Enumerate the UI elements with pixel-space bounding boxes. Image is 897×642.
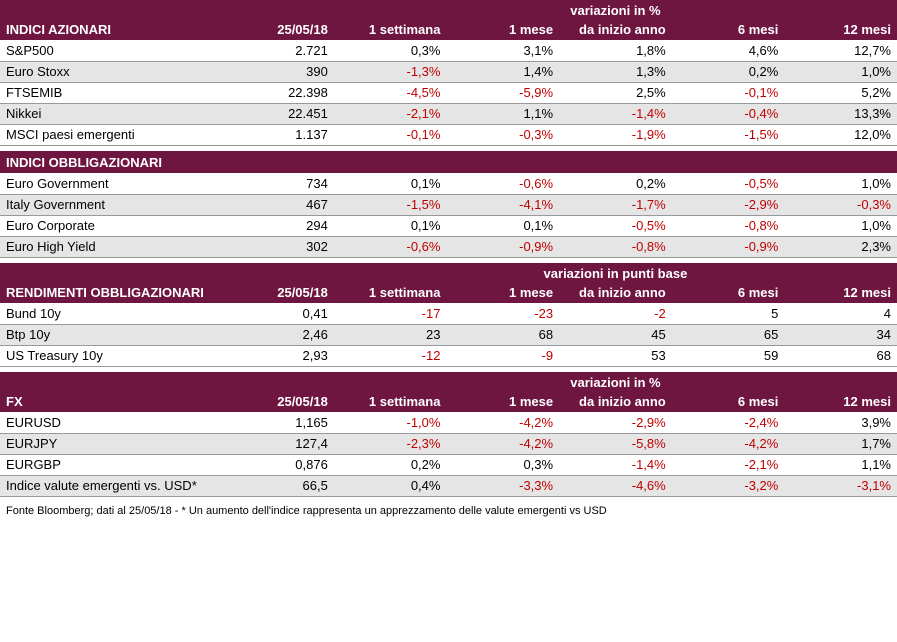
column-header: 1 settimana: [334, 18, 447, 40]
column-header: da inizio anno: [559, 390, 672, 412]
column-header: 1 settimana: [334, 390, 447, 412]
table-row: EURUSD1,165-1,0%-4,2%-2,9%-2,4%3,9%: [0, 412, 897, 433]
table-row: Euro Corporate2940,1%0,1%-0,5%-0,8%1,0%: [0, 215, 897, 236]
table-row: Euro Stoxx390-1,3%1,4%1,3%0,2%1,0%: [0, 61, 897, 82]
column-header: 25/05/18: [221, 18, 334, 40]
row-name: FTSEMIB: [0, 82, 221, 103]
row-name: Bund 10y: [0, 303, 221, 324]
row-name: MSCI paesi emergenti: [0, 124, 221, 145]
table-row: EURGBP0,8760,2%0,3%-1,4%-2,1%1,1%: [0, 454, 897, 475]
row-name: S&P500: [0, 40, 221, 61]
table-row: Euro High Yield302-0,6%-0,9%-0,8%-0,9%2,…: [0, 236, 897, 257]
row-name: Euro Stoxx: [0, 61, 221, 82]
row-name: EURGBP: [0, 454, 221, 475]
section-title: RENDIMENTI OBBLIGAZIONARI: [0, 281, 221, 303]
column-header: 1 settimana: [334, 281, 447, 303]
table-row: MSCI paesi emergenti1.137-0,1%-0,3%-1,9%…: [0, 124, 897, 145]
table-row: Italy Government467-1,5%-4,1%-1,7%-2,9%-…: [0, 194, 897, 215]
section-header: INDICI AZIONARI25/05/181 settimana1 mese…: [0, 18, 897, 40]
variation-label: variazioni in %: [334, 0, 897, 18]
row-name: Euro Corporate: [0, 215, 221, 236]
row-name: EURUSD: [0, 412, 221, 433]
row-name: Italy Government: [0, 194, 221, 215]
column-header: 12 mesi: [784, 390, 897, 412]
column-header: 25/05/18: [221, 390, 334, 412]
section-header-top: variazioni in punti base: [0, 263, 897, 281]
column-header: 1 mese: [446, 18, 559, 40]
column-header: 25/05/18: [221, 281, 334, 303]
table-row: FTSEMIB22.398-4,5%-5,9%2,5%-0,1%5,2%: [0, 82, 897, 103]
table-row: EURJPY127,4-2,3%-4,2%-5,8%-4,2%1,7%: [0, 433, 897, 454]
footnote: Fonte Bloomberg; dati al 25/05/18 - * Un…: [0, 497, 897, 521]
row-name: Indice valute emergenti vs. USD*: [0, 475, 221, 496]
row-name: EURJPY: [0, 433, 221, 454]
column-header: 6 mesi: [672, 18, 785, 40]
section-header: FX25/05/181 settimana1 meseda inizio ann…: [0, 390, 897, 412]
table-row: Indice valute emergenti vs. USD*66,50,4%…: [0, 475, 897, 496]
row-name: Btp 10y: [0, 324, 221, 345]
section-header-top: variazioni in %: [0, 0, 897, 18]
column-header: 1 mese: [446, 281, 559, 303]
column-header: 12 mesi: [784, 18, 897, 40]
table-row: Bund 10y0,41-17-23-254: [0, 303, 897, 324]
column-header: da inizio anno: [559, 18, 672, 40]
section-title: INDICI AZIONARI: [0, 18, 221, 40]
table-row: S&P5002.7210,3%3,1%1,8%4,6%12,7%: [0, 40, 897, 61]
row-name: Euro Government: [0, 173, 221, 194]
column-header: 6 mesi: [672, 281, 785, 303]
column-header: da inizio anno: [559, 281, 672, 303]
table-row: Btp 10y2,462368456534: [0, 324, 897, 345]
section-header: RENDIMENTI OBBLIGAZIONARI25/05/181 setti…: [0, 281, 897, 303]
section-title: INDICI OBBLIGAZIONARI: [0, 151, 221, 173]
row-name: Nikkei: [0, 103, 221, 124]
table-row: US Treasury 10y2,93-12-9535968: [0, 345, 897, 366]
variation-label: variazioni in %: [334, 372, 897, 390]
section-header-top: variazioni in %: [0, 372, 897, 390]
column-header: 1 mese: [446, 390, 559, 412]
table-row: Nikkei22.451-2,1%1,1%-1,4%-0,4%13,3%: [0, 103, 897, 124]
row-name: US Treasury 10y: [0, 345, 221, 366]
row-name: Euro High Yield: [0, 236, 221, 257]
market-table: variazioni in %INDICI AZIONARI25/05/181 …: [0, 0, 897, 497]
column-header: 6 mesi: [672, 390, 785, 412]
table-row: Euro Government7340,1%-0,6%0,2%-0,5%1,0%: [0, 173, 897, 194]
variation-label: variazioni in punti base: [334, 263, 897, 281]
section-header: INDICI OBBLIGAZIONARI: [0, 151, 897, 173]
section-title: FX: [0, 390, 221, 412]
column-header: 12 mesi: [784, 281, 897, 303]
